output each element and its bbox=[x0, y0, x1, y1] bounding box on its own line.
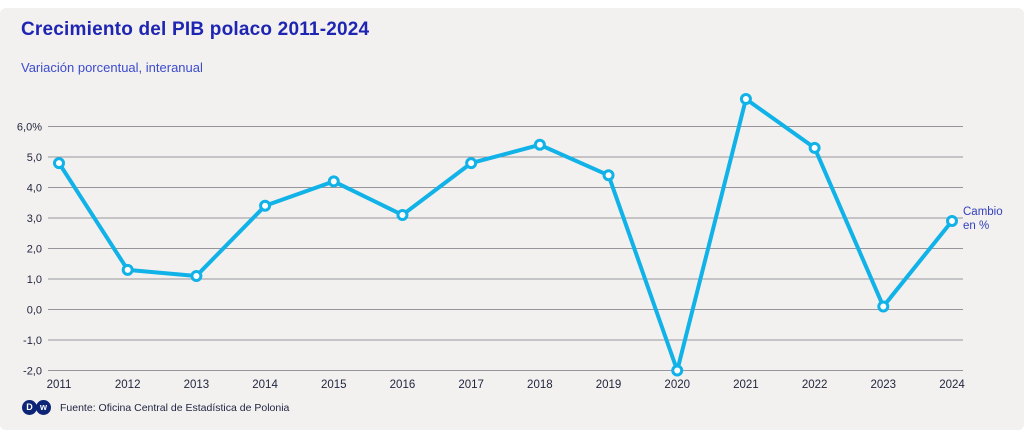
x-axis-year-label: 2023 bbox=[871, 379, 897, 391]
x-axis-year-label: 2022 bbox=[802, 379, 828, 391]
dw-logo-d-circle: D bbox=[22, 400, 37, 415]
x-axis-year-label: 2024 bbox=[939, 379, 965, 391]
y-axis-tick-label: 5,0 bbox=[27, 152, 42, 164]
y-axis-tick-label: 4,0 bbox=[27, 183, 42, 195]
x-axis-year-label: 2018 bbox=[527, 379, 553, 391]
data-point-2022 bbox=[808, 141, 821, 154]
y-axis-tick-label: -1,0 bbox=[23, 335, 42, 347]
data-point-2011 bbox=[53, 157, 65, 170]
page-subtitle: Variación porcentual, interanual bbox=[21, 60, 203, 75]
y-axis-tick-label: -2,0 bbox=[23, 366, 42, 378]
data-point-2016 bbox=[396, 208, 409, 221]
dw-logo-d-letter: D bbox=[26, 402, 33, 412]
data-point-2020 bbox=[671, 364, 684, 377]
y-axis-tick-label: 0,0 bbox=[27, 305, 42, 317]
data-point-2018 bbox=[533, 138, 546, 151]
y-axis-tick-label: 3,0 bbox=[27, 213, 42, 225]
x-axis-year-label: 2021 bbox=[733, 379, 759, 391]
x-axis-year-label: 2014 bbox=[252, 379, 278, 391]
x-axis-year-label: 2016 bbox=[390, 379, 416, 391]
data-point-2012 bbox=[121, 263, 134, 276]
x-axis-year-label: 2012 bbox=[115, 379, 141, 391]
data-point-2017 bbox=[465, 157, 478, 170]
page-title: Crecimiento del PIB polaco 2011-2024 bbox=[21, 19, 370, 40]
x-axis-year-label: 2013 bbox=[184, 379, 210, 391]
x-axis-year-label: 2015 bbox=[321, 379, 347, 391]
data-point-2024 bbox=[946, 215, 958, 228]
series-annotation-line1: Cambio bbox=[963, 206, 1003, 218]
dw-logo-w-circle: w bbox=[36, 400, 51, 415]
y-axis-tick-label: 6,0% bbox=[17, 122, 42, 134]
x-axis-year-label: 2020 bbox=[664, 379, 690, 391]
data-point-2019 bbox=[602, 169, 615, 182]
y-axis-tick-label: 1,0 bbox=[27, 274, 42, 286]
chart-card bbox=[0, 8, 1024, 430]
data-point-2021 bbox=[739, 93, 752, 106]
chart-canvas: 6,0% 5,0 4,0 3,0 2,0 1,0 0,0 -1,0 -2,0 2011 2012 20… bbox=[17, 93, 965, 391]
dw-logo-icon: D w bbox=[22, 400, 51, 415]
data-point-2023 bbox=[877, 300, 890, 313]
data-point-2015 bbox=[327, 175, 340, 188]
series-annotation-line2: en % bbox=[963, 220, 990, 232]
chart-area: 6,0% 5,0 4,0 3,0 2,0 1,0 0,0 -1,0 -2,0 2011 2012 20… bbox=[0, 90, 1024, 400]
x-axis-year-label: 2017 bbox=[458, 379, 484, 391]
footer: D w Fuente: Oficina Central de Estadísti… bbox=[22, 400, 289, 415]
x-axis-year-label: 2011 bbox=[47, 379, 72, 391]
data-point-2013 bbox=[190, 269, 203, 282]
y-axis-tick-label: 2,0 bbox=[27, 244, 42, 256]
dw-logo-w-letter: w bbox=[39, 402, 47, 412]
line-series bbox=[57, 97, 954, 373]
series-annotation: Cambio en % bbox=[963, 205, 1003, 233]
x-axis-year-label: 2019 bbox=[596, 379, 622, 391]
data-point-2014 bbox=[259, 199, 272, 212]
source-attribution: Fuente: Oficina Central de Estadística d… bbox=[60, 401, 290, 414]
